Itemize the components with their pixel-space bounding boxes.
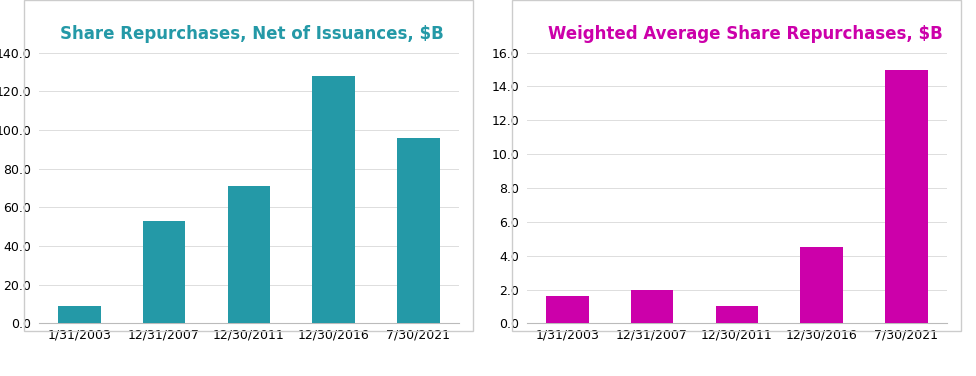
- Bar: [630, 290, 673, 323]
- Text: Share Repurchases, Net of Issuances, $B: Share Repurchases, Net of Issuances, $B: [61, 25, 444, 43]
- Bar: [397, 138, 439, 323]
- Bar: [142, 221, 185, 323]
- Bar: [800, 247, 843, 323]
- Bar: [547, 296, 589, 323]
- Bar: [312, 76, 355, 323]
- Bar: [715, 306, 758, 323]
- Bar: [59, 306, 101, 323]
- Text: Weighted Average Share Repurchases, $B: Weighted Average Share Repurchases, $B: [549, 25, 943, 43]
- Bar: [885, 70, 927, 323]
- Bar: [227, 186, 270, 323]
